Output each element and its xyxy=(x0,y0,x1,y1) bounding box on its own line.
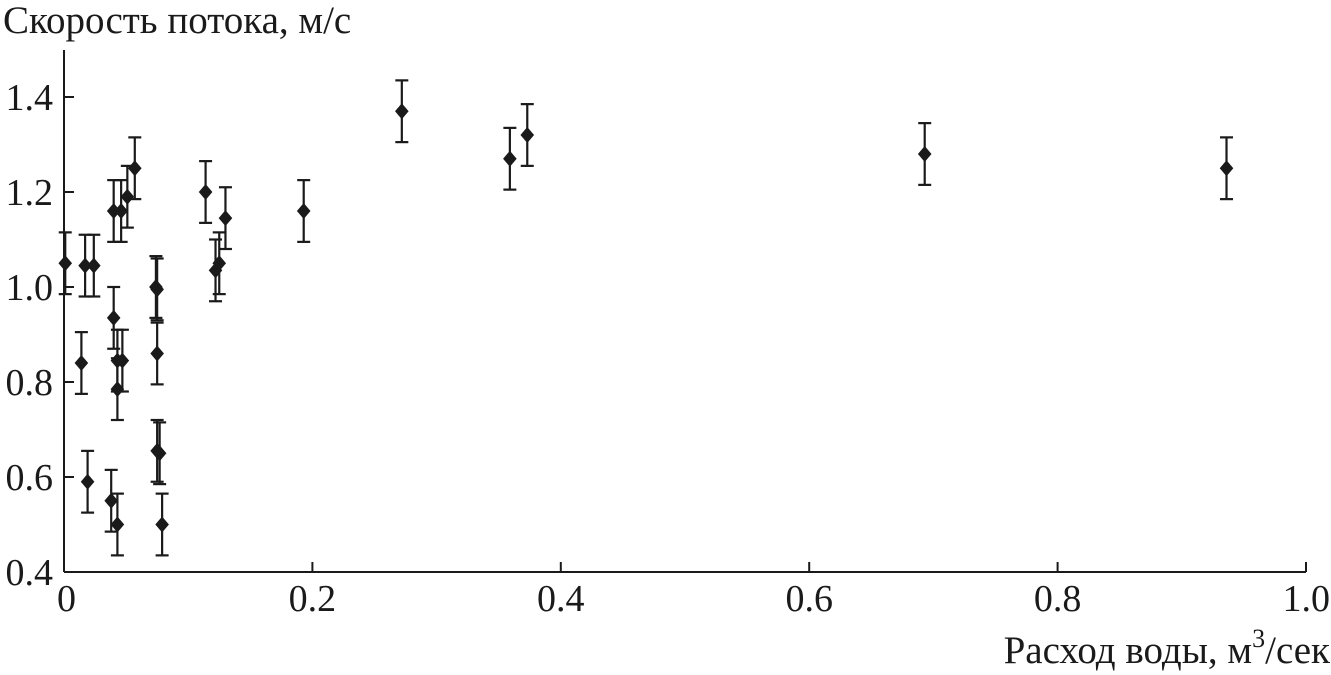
data-point xyxy=(155,492,169,557)
diamond-marker xyxy=(218,210,233,227)
data-point xyxy=(212,231,227,296)
data-point xyxy=(150,257,164,322)
x-axis-title: Расход воды, м3/сек xyxy=(1004,624,1330,672)
diamond-marker xyxy=(520,127,535,143)
y-tick-label: 0.8 xyxy=(6,362,54,404)
y-tick-label: 0.6 xyxy=(6,457,54,499)
diamond-marker xyxy=(127,160,142,177)
diamond-marker xyxy=(155,516,169,533)
data-point xyxy=(395,79,409,144)
diamond-marker xyxy=(87,257,101,274)
y-ticks: 0.4 0.6 0.8 1.0 1.2 1.4 xyxy=(6,77,74,594)
y-tick-label: 1.2 xyxy=(6,172,54,214)
diamond-marker xyxy=(74,355,89,371)
diamond-marker xyxy=(1219,160,1234,177)
data-point xyxy=(503,126,517,191)
data-point xyxy=(127,136,142,201)
y-tick-label: 0.4 xyxy=(6,552,54,594)
diamond-marker xyxy=(150,281,164,298)
data-points xyxy=(58,79,1234,557)
diamond-marker xyxy=(212,255,227,272)
diamond-marker xyxy=(198,184,213,200)
x-tick-label: 0.4 xyxy=(537,578,585,620)
x-tick-label: 1.0 xyxy=(1283,578,1331,620)
data-point xyxy=(198,160,213,224)
x-axis-title-superscript: 3 xyxy=(1252,624,1265,653)
data-point xyxy=(110,492,125,557)
data-point xyxy=(110,357,125,422)
data-point xyxy=(74,331,89,395)
data-point xyxy=(218,186,233,251)
y-tick-label: 1.4 xyxy=(6,77,54,119)
data-point xyxy=(152,421,167,486)
data-point xyxy=(115,328,130,393)
diamond-marker xyxy=(110,381,125,398)
data-point xyxy=(208,238,223,303)
y-tick-label: 1.0 xyxy=(6,267,54,309)
diamond-marker xyxy=(78,257,92,274)
diamond-marker xyxy=(115,352,130,369)
diamond-marker xyxy=(104,492,118,509)
diamond-marker xyxy=(58,255,73,272)
y-axis-title: Скорость потока, м/с xyxy=(3,0,351,42)
x-axis-title-suffix: /сек xyxy=(1265,629,1330,672)
diamond-marker xyxy=(917,146,932,162)
y-axis: 0.4 0.6 0.8 1.0 1.2 1.4 xyxy=(6,50,74,594)
diamond-marker xyxy=(110,516,125,533)
diamond-marker xyxy=(150,345,164,362)
data-point xyxy=(120,164,135,229)
data-point xyxy=(114,179,128,243)
x-tick-label: 0.2 xyxy=(289,578,337,620)
data-point xyxy=(80,449,95,514)
diamond-marker xyxy=(106,309,121,326)
x-tick-label: 0.8 xyxy=(1034,578,1082,620)
x-ticks: 0 0.2 0.4 0.6 0.8 1.0 xyxy=(57,562,1330,620)
diamond-marker xyxy=(80,473,95,490)
data-point xyxy=(917,122,932,186)
data-point xyxy=(296,179,311,243)
data-point xyxy=(104,468,118,533)
data-point xyxy=(520,103,535,167)
diamond-marker xyxy=(152,445,167,462)
diamond-marker xyxy=(208,262,223,279)
x-tick-label: 0.6 xyxy=(785,578,833,620)
data-point xyxy=(1219,136,1234,201)
data-point xyxy=(106,285,121,350)
diamond-marker xyxy=(395,103,409,120)
diamond-marker xyxy=(296,203,311,219)
x-tick-label: 0 xyxy=(57,578,76,620)
data-point xyxy=(58,231,73,296)
data-point xyxy=(87,233,101,298)
x-axis-title-main: Расход воды, м xyxy=(1004,629,1253,672)
diamond-marker xyxy=(120,188,135,205)
x-axis: 0 0.2 0.4 0.6 0.8 1.0 xyxy=(57,562,1330,620)
diamond-marker xyxy=(114,203,128,219)
diamond-marker xyxy=(503,150,517,167)
diamond-marker xyxy=(106,203,121,219)
data-point xyxy=(150,321,164,386)
